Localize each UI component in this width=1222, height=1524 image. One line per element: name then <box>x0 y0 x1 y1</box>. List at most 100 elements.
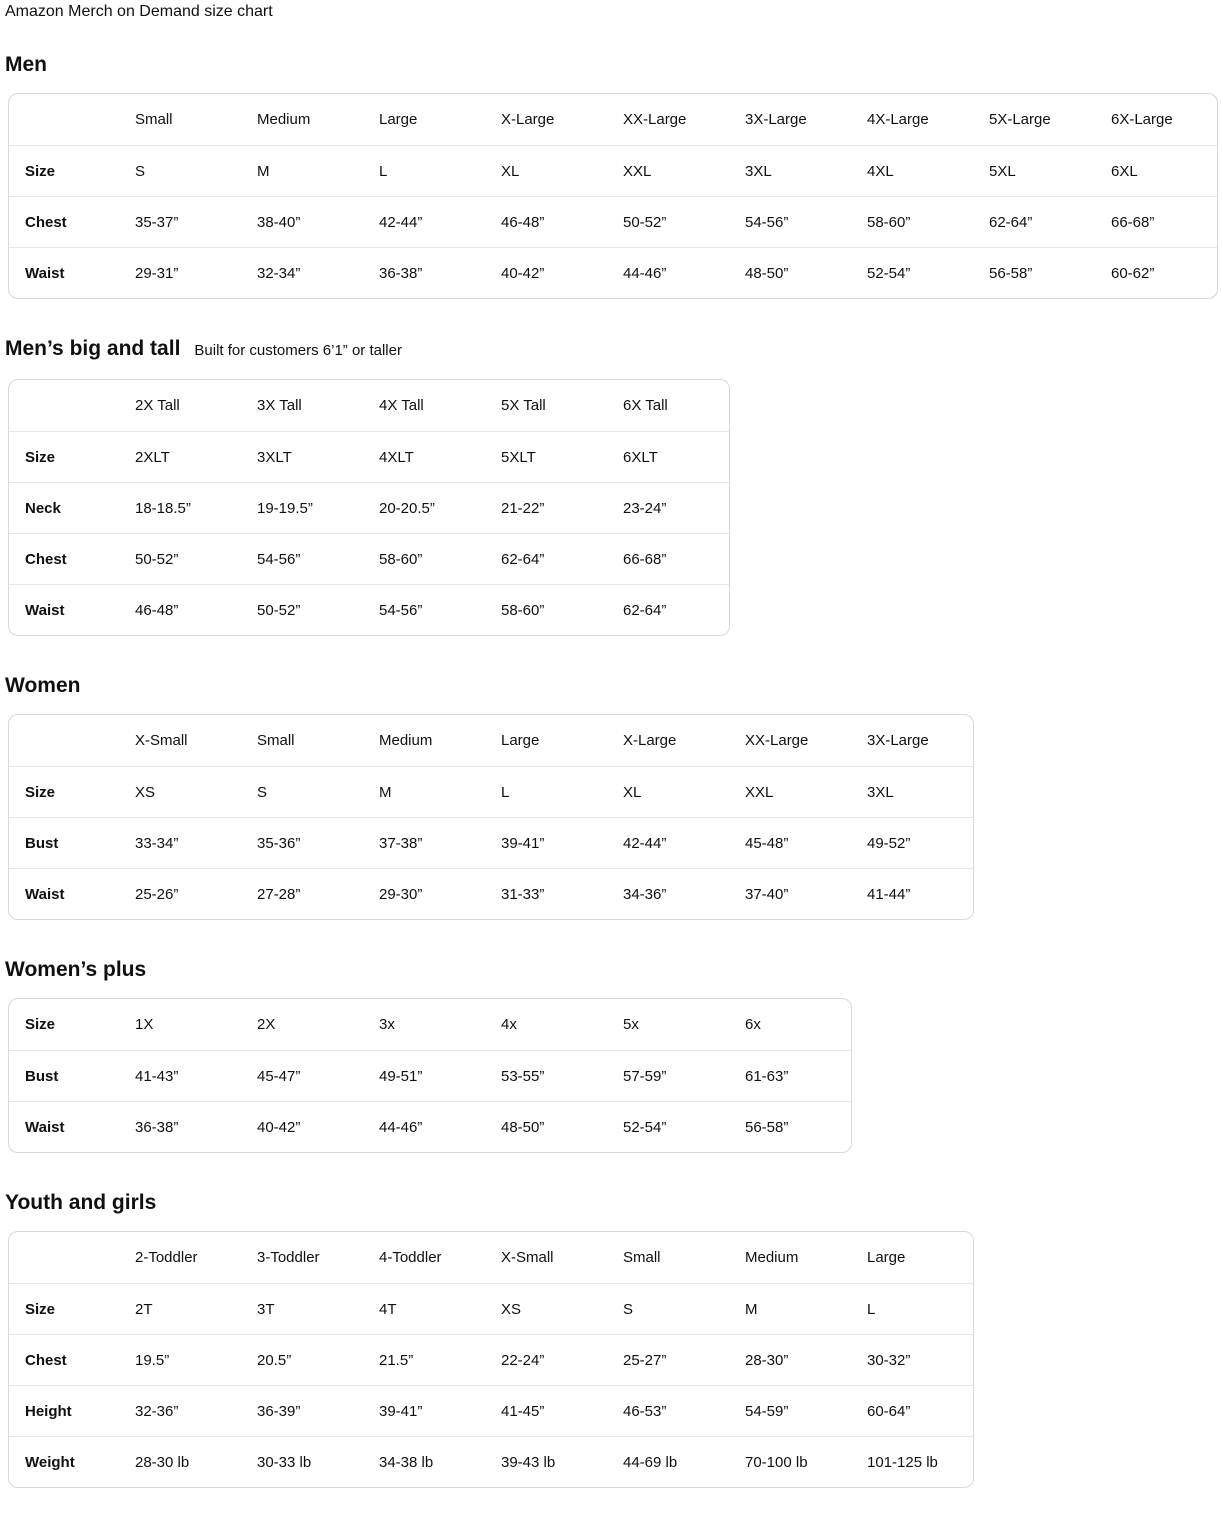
table-row: Neck 18-18.5” 19-19.5” 20-20.5” 21-22” 23-24” <box>9 482 729 533</box>
cell: 21.5” <box>379 1334 501 1385</box>
row-label: Bust <box>9 1050 135 1101</box>
size-table: X-Small Small Medium Large X-Large XX-Large 3X… <box>8 714 974 920</box>
row-label: Bust <box>9 817 135 868</box>
cell: 52-54” <box>867 247 989 298</box>
column-header: Large <box>501 732 540 749</box>
cell: 41-45” <box>501 1385 623 1436</box>
cell: XS <box>501 1283 623 1334</box>
column-header: XX-Large <box>623 111 687 128</box>
cell: 6x <box>745 1016 761 1033</box>
column-header: 4X Tall <box>379 397 424 414</box>
cell: 5x <box>623 1016 639 1033</box>
cell: 46-48” <box>501 196 623 247</box>
column-header: 3X-Large <box>867 732 929 749</box>
cell: 44-46” <box>379 1101 501 1152</box>
cell: 54-56” <box>257 533 379 584</box>
column-header: X-Small <box>135 732 188 749</box>
cell: 41-44” <box>867 868 973 919</box>
cell: 45-47” <box>257 1050 379 1101</box>
column-header: Large <box>379 111 418 128</box>
cell: 49-51” <box>379 1050 501 1101</box>
column-header: X-Large <box>501 111 555 128</box>
table-row: Size 2XLT 3XLT 4XLT 5XLT 6XLT <box>9 431 729 482</box>
column-header: X-Small <box>501 1249 554 1266</box>
cell: 52-54” <box>623 1101 745 1152</box>
table-row: 2-Toddler 3-Toddler 4-Toddler X-Small Small M… <box>9 1232 973 1283</box>
size-section-womens-plus: Women’s plus Size 1X 2X 3x 4x 5x 6x Bust 41-43” 4… <box>5 956 1214 1153</box>
table-row: Waist 46-48” 50-52” 54-56” 58-60” 62-64” <box>9 584 729 635</box>
cell: 44-46” <box>623 247 745 298</box>
cell: 33-34” <box>135 817 257 868</box>
table-row: Waist 25-26” 27-28” 29-30” 31-33” 34-36” 37-40… <box>9 868 973 919</box>
cell: 39-41” <box>379 1385 501 1436</box>
size-section-women: Women X-Small Small Medium Large X-Large XX-L… <box>5 672 1214 920</box>
column-header: Small <box>135 111 173 128</box>
cell: 3x <box>379 1016 395 1033</box>
page-title: Amazon Merch on Demand size chart <box>5 3 273 20</box>
cell: 70-100 lb <box>745 1436 867 1487</box>
cell: 21-22” <box>501 482 623 533</box>
cell: 4XL <box>867 145 989 196</box>
cell: 58-60” <box>501 584 623 635</box>
cell: XL <box>501 145 623 196</box>
column-header: Medium <box>257 111 311 128</box>
cell: 3XL <box>867 766 973 817</box>
cell: 40-42” <box>257 1101 379 1152</box>
section-heading-row: Women <box>5 672 1214 699</box>
table-row: Bust 41-43” 45-47” 49-51” 53-55” 57-59” 61-63” <box>9 1050 851 1101</box>
cell: 60-62” <box>1111 247 1217 298</box>
cell: 39-43 lb <box>501 1436 623 1487</box>
column-header: Small <box>257 732 295 749</box>
cell: 22-24” <box>501 1334 623 1385</box>
cell: 50-52” <box>623 196 745 247</box>
cell: 36-39” <box>257 1385 379 1436</box>
cell: 46-53” <box>623 1385 745 1436</box>
table-row: Waist 29-31” 32-34” 36-38” 40-42” 44-46” 48-50… <box>9 247 1217 298</box>
cell: 4T <box>379 1283 501 1334</box>
cell: 35-37” <box>135 196 257 247</box>
column-header: 2-Toddler <box>135 1249 198 1266</box>
cell: 1X <box>135 1016 154 1033</box>
column-header: 2X Tall <box>135 397 180 414</box>
cell: 2XLT <box>135 431 257 482</box>
cell: 62-64” <box>989 196 1111 247</box>
cell: 54-56” <box>379 584 501 635</box>
cell: XXL <box>623 145 745 196</box>
row-label: Size <box>25 1016 56 1033</box>
size-section-men: Men Small Medium Large X-Large XX-Large 3X-La… <box>5 51 1218 299</box>
cell: 66-68” <box>623 533 729 584</box>
table-row: Size S M L XL XXL 3XL 4XL 5XL 6XL <box>9 145 1217 196</box>
section-heading-row: Women’s plus <box>5 956 1214 983</box>
section-heading: Women <box>5 674 81 697</box>
row-label: Size <box>9 1283 135 1334</box>
cell: 46-48” <box>135 584 257 635</box>
row-label-empty <box>9 94 135 145</box>
section-heading-row: Youth and girls <box>5 1189 1214 1216</box>
column-header: Medium <box>745 1249 799 1266</box>
cell: 31-33” <box>501 868 623 919</box>
column-header: X-Large <box>623 732 677 749</box>
table-row: Height 32-36” 36-39” 39-41” 41-45” 46-53” 54-5… <box>9 1385 973 1436</box>
size-section-mens-big-and-tall: Men’s big and tall Built for customers 6’… <box>5 335 1214 636</box>
cell: 19.5” <box>135 1334 257 1385</box>
cell: 38-40” <box>257 196 379 247</box>
cell: 60-64” <box>867 1385 973 1436</box>
size-chart-page: Amazon Merch on Demand size chart Men Sm… <box>5 3 1218 1488</box>
cell: 28-30” <box>745 1334 867 1385</box>
row-label: Size <box>9 766 135 817</box>
row-label: Waist <box>9 868 135 919</box>
cell: 3T <box>257 1283 379 1334</box>
cell: 28-30 lb <box>135 1436 257 1487</box>
cell: 25-26” <box>135 868 257 919</box>
row-label: Waist <box>9 584 135 635</box>
cell: L <box>501 766 623 817</box>
column-header: 5X-Large <box>989 111 1051 128</box>
cell: 44-69 lb <box>623 1436 745 1487</box>
cell: 39-41” <box>501 817 623 868</box>
cell: 49-52” <box>867 817 973 868</box>
cell: L <box>867 1283 973 1334</box>
cell: 2X <box>257 1016 276 1033</box>
cell: 20.5” <box>257 1334 379 1385</box>
column-header: 4-Toddler <box>379 1249 442 1266</box>
cell: 66-68” <box>1111 196 1217 247</box>
